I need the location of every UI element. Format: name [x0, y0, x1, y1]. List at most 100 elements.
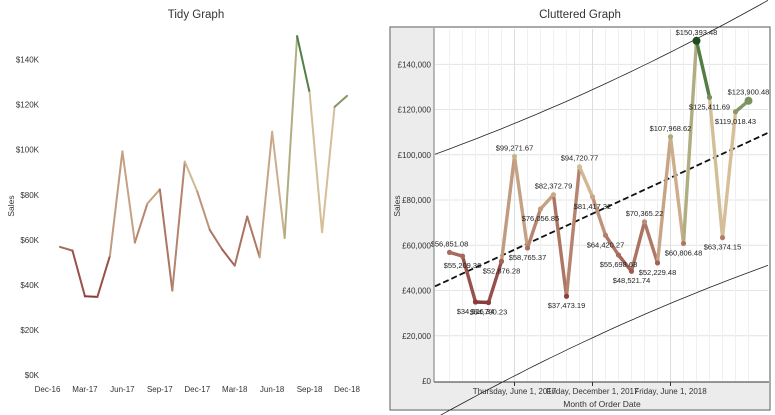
tidy-series-segment: [83, 295, 99, 298]
cluttered-series-segment: [629, 220, 647, 273]
tidy-y-tick-label: $40K: [20, 281, 39, 290]
data-point[interactable]: [732, 109, 739, 115]
cluttered-y-tick-label: £100,000: [398, 151, 432, 160]
data-point[interactable]: [446, 249, 453, 256]
data-label: $55,698.68: [600, 260, 638, 269]
tidy-series-segment: [283, 35, 299, 240]
tidy-y-tick-label: $20K: [20, 326, 39, 335]
tidy-series-segment: [333, 94, 349, 108]
cluttered-series-segment: [707, 95, 725, 240]
tidy-series-segment: [221, 248, 236, 267]
data-label: $76,056.85: [522, 214, 560, 223]
data-point[interactable]: [589, 194, 596, 200]
cluttered-graph-plot: [446, 36, 753, 306]
data-label: $94,720.77: [561, 154, 599, 163]
data-point[interactable]: [719, 235, 726, 241]
data-label: $81,417.32: [574, 202, 612, 211]
cluttered-graph-y-axis-label: Sales: [392, 195, 402, 216]
data-point[interactable]: [485, 299, 492, 306]
cluttered-x-tick-label: Thursday, June 1, 2017: [473, 387, 557, 396]
data-point[interactable]: [654, 260, 661, 266]
tidy-series-segment: [296, 35, 311, 94]
data-point[interactable]: [537, 206, 544, 212]
tidy-series-segment: [196, 190, 211, 231]
data-point[interactable]: [472, 299, 479, 305]
data-point[interactable]: [524, 245, 531, 251]
data-label: $70,365.22: [626, 209, 664, 218]
tidy-y-tick-label: $80K: [20, 191, 39, 200]
cluttered-series-segment: [655, 135, 673, 265]
data-label: $123,900.48: [728, 88, 770, 97]
tidy-graph: Tidy Graph Sales $0K $20K $40K $60K $80K $100…: [6, 9, 360, 394]
tidy-series-segment: [146, 188, 161, 205]
cluttered-y-tick-label: £80,000: [402, 196, 431, 205]
cluttered-y-tick-label: £140,000: [398, 60, 432, 69]
cluttered-graph-grid: [435, 29, 768, 381]
cluttered-series-segment: [590, 195, 608, 237]
confidence-band-upper: [434, 0, 769, 155]
data-point-peak[interactable]: [692, 36, 701, 45]
data-label: $58,765.37: [509, 253, 547, 262]
data-point[interactable]: [615, 252, 622, 258]
data-label: $63,374.15: [704, 243, 742, 252]
tidy-x-tick-label: Sep-17: [147, 385, 173, 394]
cluttered-graph-x-axis-band: [391, 382, 769, 409]
data-label: $99,271.67: [496, 143, 534, 152]
data-label: $34,700.23: [470, 308, 508, 317]
tidy-graph-y-ticks: $0K $20K $40K $60K $80K $100K $120K $140K: [16, 56, 40, 380]
data-point[interactable]: [576, 164, 583, 170]
trend-line: [434, 132, 769, 288]
cluttered-y-tick-label: £60,000: [402, 241, 431, 250]
cluttered-graph: Cluttered Graph Sales Month of Order Dat…: [389, 0, 771, 415]
cluttered-y-tick-label: £40,000: [402, 287, 431, 296]
data-point[interactable]: [550, 192, 557, 198]
data-point[interactable]: [498, 258, 505, 264]
data-point[interactable]: [602, 232, 609, 238]
data-label: $125,411.69: [689, 102, 730, 111]
tidy-series-segment: [171, 160, 186, 292]
data-label: $150,393.48: [676, 28, 718, 37]
tidy-series-segment: [308, 91, 324, 234]
cluttered-series-segment: [616, 253, 634, 273]
data-point[interactable]: [641, 219, 648, 225]
confidence-band-lower: [440, 264, 769, 415]
cluttered-series-segment: [642, 220, 660, 265]
data-point[interactable]: [511, 153, 518, 160]
tidy-x-tick-label: Dec-16: [35, 385, 61, 394]
tidy-x-tick-label: Mar-18: [222, 385, 248, 394]
tidy-series-segment: [108, 150, 124, 257]
tidy-series-segment: [271, 130, 286, 240]
data-label: $119,018.43: [715, 117, 756, 126]
cluttered-series-segment: [720, 110, 738, 240]
cluttered-y-tick-label: £20,000: [402, 332, 431, 341]
data-label: $34,926.34: [457, 307, 495, 316]
cluttered-series-segment: [486, 259, 504, 305]
data-point[interactable]: [628, 268, 635, 274]
tidy-x-tick-label: Mar-17: [72, 385, 98, 394]
data-label: $37,473.19: [548, 301, 586, 310]
tidy-graph-plot: [59, 35, 349, 298]
data-point[interactable]: [706, 94, 713, 100]
tidy-y-tick-label: $140K: [16, 56, 40, 65]
data-point[interactable]: [680, 240, 687, 247]
cluttered-graph-x-axis-label: Month of Order Date: [563, 399, 641, 409]
data-point[interactable]: [563, 293, 570, 299]
data-point[interactable]: [459, 253, 466, 259]
cluttered-series-segment: [512, 154, 530, 250]
tidy-series-segment: [246, 215, 261, 259]
tidy-graph-title: Tidy Graph: [168, 9, 224, 21]
cluttered-series-segment: [668, 135, 686, 246]
cluttered-y-tick-label: £120,000: [398, 106, 432, 115]
tidy-series-segment: [321, 105, 336, 234]
cluttered-series-segment: [577, 165, 595, 199]
cluttered-graph-y-ticks: £0 £20,000 £40,000 £60,000 £80,000 £100,000 £1…: [398, 60, 432, 386]
tidy-x-tick-label: Jun-18: [260, 385, 285, 394]
data-label: $64,420.27: [587, 240, 625, 249]
data-point[interactable]: [667, 134, 674, 140]
data-label: $60,806.48: [665, 248, 703, 257]
data-point-last[interactable]: [744, 96, 753, 105]
tidy-series-segment: [208, 228, 224, 251]
cluttered-series-segment: [551, 192, 569, 298]
data-label: $48,521.74: [613, 276, 651, 285]
